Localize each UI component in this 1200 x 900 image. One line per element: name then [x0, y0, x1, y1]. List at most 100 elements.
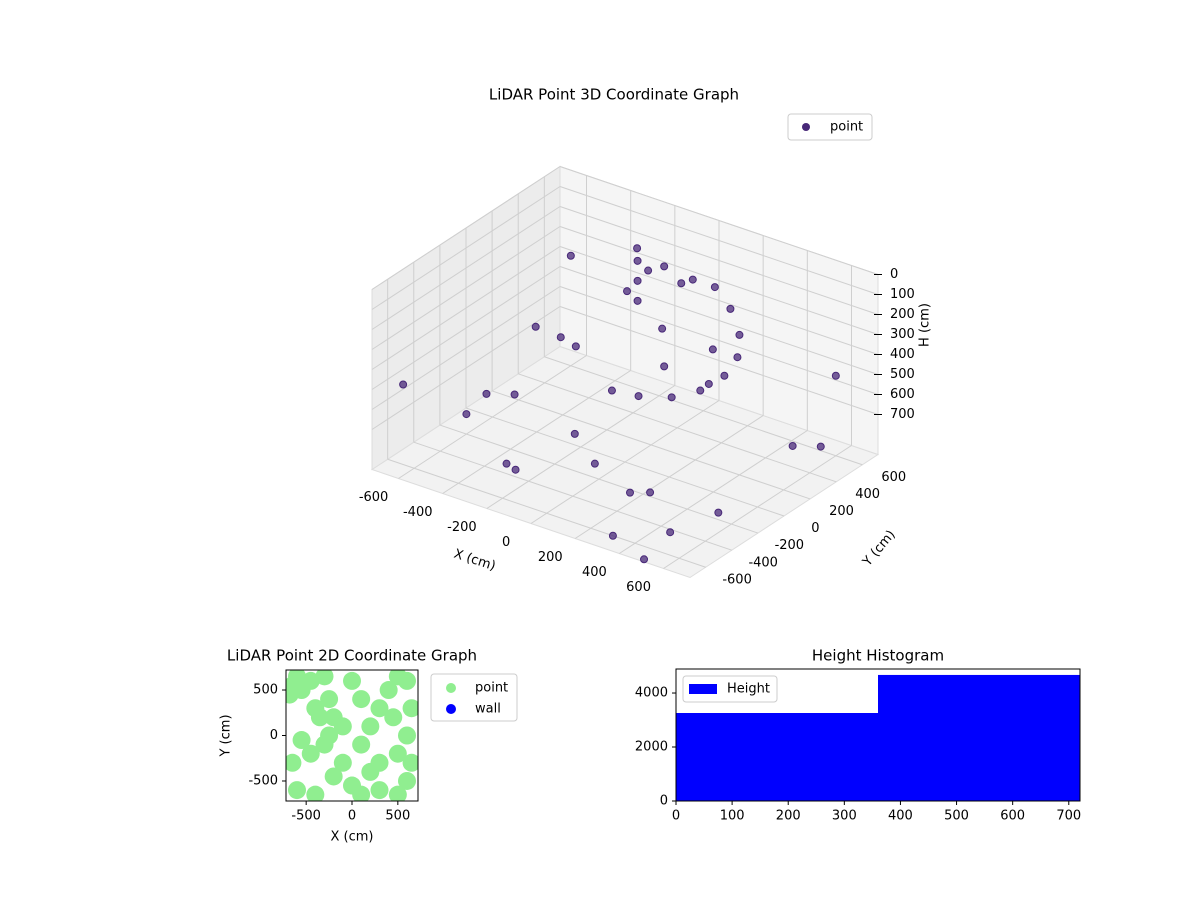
- point: [733, 353, 742, 362]
- point: [688, 275, 697, 284]
- grid-line: [559, 266, 879, 375]
- point: [623, 287, 632, 296]
- point: [398, 726, 416, 745]
- z-axis-label: H (cm): [918, 303, 933, 347]
- x-tick-label: 300: [832, 809, 857, 824]
- y-axis-label: Y (cm): [860, 527, 899, 570]
- grid-line: [559, 286, 879, 395]
- point: [696, 386, 705, 395]
- x-tick-label: 200: [776, 809, 801, 824]
- x-tick-label: -200: [447, 520, 477, 535]
- point: [640, 555, 649, 564]
- point: [502, 459, 511, 468]
- y-tick-label: 500: [253, 683, 278, 698]
- point: [482, 389, 491, 398]
- x-tick-label: 400: [888, 809, 913, 824]
- y-tick-label: 2000: [635, 740, 668, 755]
- point: [658, 324, 667, 333]
- z-tick-label: 100: [890, 287, 915, 302]
- point: [388, 785, 407, 801]
- z-tick-label: 400: [890, 347, 915, 362]
- z-tick-label: 300: [890, 327, 915, 342]
- point: [633, 296, 642, 305]
- point: [531, 322, 540, 331]
- point: [660, 362, 669, 371]
- point: [704, 379, 713, 388]
- point: [320, 690, 339, 709]
- legend-marker: [446, 683, 456, 693]
- point: [511, 465, 520, 474]
- point: [352, 735, 371, 754]
- grid-line: [371, 186, 561, 310]
- point: [361, 717, 380, 736]
- legend-label: Height: [727, 682, 770, 697]
- legend-label: point: [475, 681, 508, 696]
- legend-box: [787, 113, 873, 141]
- point: [570, 429, 579, 438]
- x-tick-label: 500: [385, 809, 410, 824]
- point: [301, 744, 320, 763]
- x-tick-label: 400: [582, 565, 607, 580]
- grid-line: [387, 458, 706, 568]
- grid-line: [518, 373, 837, 483]
- point: [633, 244, 642, 253]
- x-tick-label: -400: [403, 505, 433, 520]
- chart-title: LiDAR Point 2D Coordinate Graph: [227, 647, 477, 665]
- x-tick-label: 100: [720, 809, 745, 824]
- legend-label: wall: [475, 702, 501, 717]
- point: [735, 330, 744, 339]
- grid-line: [559, 206, 879, 315]
- point: [370, 699, 389, 718]
- y-tick-label: 600: [881, 470, 906, 485]
- point: [315, 735, 334, 754]
- point: [462, 410, 471, 419]
- point: [306, 785, 325, 801]
- point: [333, 717, 352, 736]
- y-tick-label: 0: [811, 521, 819, 536]
- bar: [878, 674, 1080, 801]
- point: [677, 279, 686, 288]
- point: [510, 390, 519, 399]
- point: [384, 708, 403, 727]
- point: [646, 488, 655, 497]
- z-tick-label: 0: [890, 267, 898, 282]
- point: [607, 386, 616, 395]
- point: [288, 781, 306, 800]
- plot-frame: [675, 668, 1081, 802]
- point: [286, 753, 302, 772]
- x-tick-label: -600: [359, 490, 389, 505]
- y-tick-label: -600: [722, 572, 752, 587]
- point: [566, 251, 575, 260]
- y-tick-label: -200: [775, 538, 805, 553]
- legend-box: [682, 675, 778, 703]
- point: [626, 488, 634, 497]
- grid-line: [559, 166, 879, 275]
- grid-line: [371, 206, 561, 330]
- point: [399, 380, 408, 389]
- x-tick-label: 0: [672, 809, 680, 824]
- point: [388, 744, 407, 763]
- point: [633, 256, 642, 265]
- y-tick-label: 400: [855, 487, 880, 502]
- x-tick-label: 700: [1056, 809, 1081, 824]
- x-axis-label: X (cm): [452, 547, 498, 575]
- x-tick-label: -500: [291, 809, 321, 824]
- z-tick-label: 600: [890, 387, 915, 402]
- x-tick-label: 600: [626, 580, 651, 595]
- point: [352, 785, 371, 801]
- point: [292, 731, 311, 750]
- z-tick-label: 700: [890, 407, 915, 422]
- point: [388, 670, 407, 686]
- y-tick-label: -400: [748, 555, 778, 570]
- point: [402, 753, 418, 772]
- point: [831, 371, 840, 380]
- y-tick-label: 0: [660, 794, 668, 809]
- x-axis-label: X (cm): [331, 830, 374, 845]
- grid-line: [465, 407, 785, 517]
- point: [644, 266, 653, 275]
- x-tick-label: 0: [502, 535, 510, 550]
- legend-marker: [689, 684, 717, 694]
- x-tick-label: 200: [538, 550, 563, 565]
- point: [666, 528, 675, 537]
